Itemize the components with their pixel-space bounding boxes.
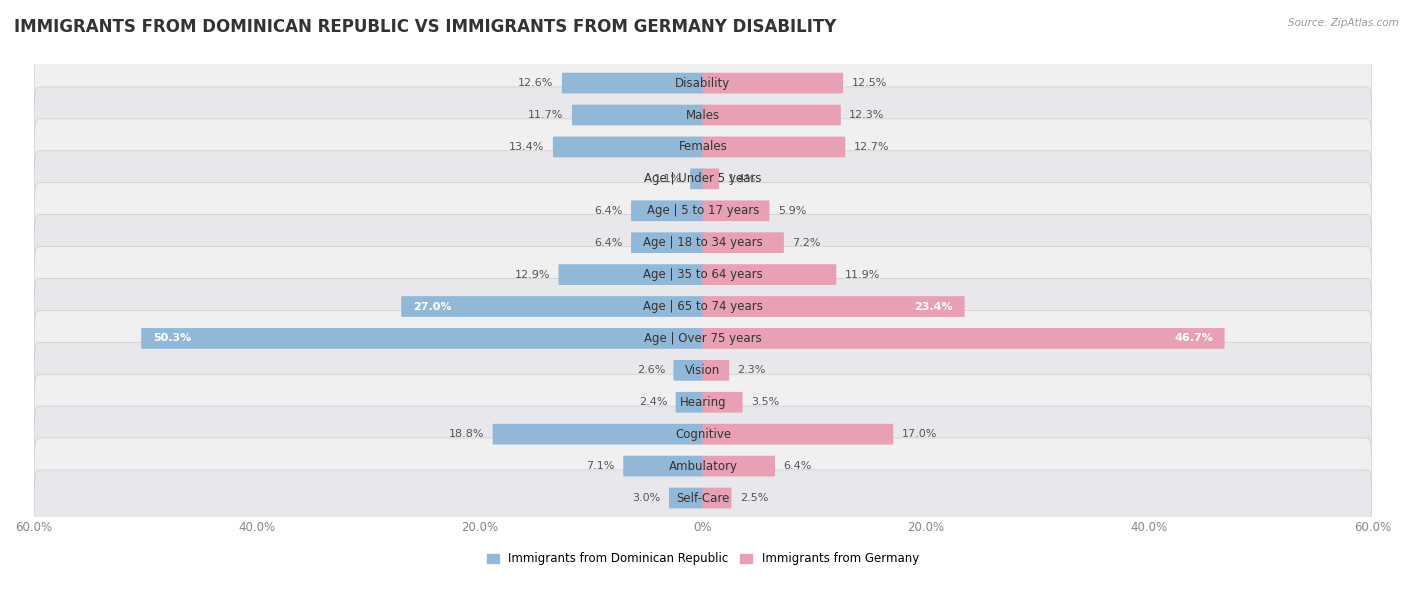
Text: 1.1%: 1.1% (654, 174, 682, 184)
FancyBboxPatch shape (401, 296, 703, 317)
FancyBboxPatch shape (35, 342, 1371, 398)
FancyBboxPatch shape (562, 73, 703, 94)
FancyBboxPatch shape (673, 360, 703, 381)
FancyBboxPatch shape (572, 105, 703, 125)
Text: 11.9%: 11.9% (845, 270, 880, 280)
Text: IMMIGRANTS FROM DOMINICAN REPUBLIC VS IMMIGRANTS FROM GERMANY DISABILITY: IMMIGRANTS FROM DOMINICAN REPUBLIC VS IM… (14, 18, 837, 36)
FancyBboxPatch shape (703, 296, 965, 317)
Text: 3.0%: 3.0% (633, 493, 661, 503)
FancyBboxPatch shape (676, 392, 703, 412)
Text: Age | 5 to 17 years: Age | 5 to 17 years (647, 204, 759, 217)
FancyBboxPatch shape (703, 328, 1225, 349)
Text: 2.4%: 2.4% (638, 397, 668, 407)
Text: Age | 35 to 64 years: Age | 35 to 64 years (643, 268, 763, 281)
FancyBboxPatch shape (669, 488, 703, 509)
FancyBboxPatch shape (141, 328, 703, 349)
FancyBboxPatch shape (35, 55, 1371, 111)
Text: Vision: Vision (685, 364, 721, 377)
FancyBboxPatch shape (35, 183, 1371, 239)
Text: Females: Females (679, 140, 727, 154)
Legend: Immigrants from Dominican Republic, Immigrants from Germany: Immigrants from Dominican Republic, Immi… (482, 548, 924, 570)
FancyBboxPatch shape (703, 105, 841, 125)
FancyBboxPatch shape (623, 456, 703, 477)
Text: Disability: Disability (675, 76, 731, 89)
FancyBboxPatch shape (492, 424, 703, 444)
Text: 12.6%: 12.6% (519, 78, 554, 88)
FancyBboxPatch shape (703, 73, 844, 94)
FancyBboxPatch shape (703, 488, 731, 509)
Text: Age | Over 75 years: Age | Over 75 years (644, 332, 762, 345)
FancyBboxPatch shape (703, 168, 720, 189)
FancyBboxPatch shape (703, 456, 775, 477)
FancyBboxPatch shape (703, 392, 742, 412)
FancyBboxPatch shape (35, 310, 1371, 367)
Text: 46.7%: 46.7% (1174, 334, 1213, 343)
FancyBboxPatch shape (631, 233, 703, 253)
FancyBboxPatch shape (703, 233, 785, 253)
Text: Cognitive: Cognitive (675, 428, 731, 441)
Text: 1.4%: 1.4% (727, 174, 756, 184)
Text: 2.3%: 2.3% (738, 365, 766, 375)
Text: 6.4%: 6.4% (783, 461, 811, 471)
Text: 27.0%: 27.0% (413, 302, 451, 312)
Text: 17.0%: 17.0% (901, 429, 936, 439)
Text: 12.9%: 12.9% (515, 270, 550, 280)
FancyBboxPatch shape (35, 247, 1371, 303)
Text: Age | 65 to 74 years: Age | 65 to 74 years (643, 300, 763, 313)
FancyBboxPatch shape (553, 136, 703, 157)
Text: Age | Under 5 years: Age | Under 5 years (644, 173, 762, 185)
Text: Age | 18 to 34 years: Age | 18 to 34 years (643, 236, 763, 249)
Text: 23.4%: 23.4% (914, 302, 953, 312)
FancyBboxPatch shape (35, 151, 1371, 207)
Text: 12.3%: 12.3% (849, 110, 884, 120)
Text: 2.5%: 2.5% (740, 493, 768, 503)
Text: 2.6%: 2.6% (637, 365, 665, 375)
Text: 3.5%: 3.5% (751, 397, 779, 407)
FancyBboxPatch shape (703, 136, 845, 157)
FancyBboxPatch shape (558, 264, 703, 285)
FancyBboxPatch shape (631, 200, 703, 221)
Text: Ambulatory: Ambulatory (668, 460, 738, 472)
Text: Source: ZipAtlas.com: Source: ZipAtlas.com (1288, 18, 1399, 28)
Text: Self-Care: Self-Care (676, 491, 730, 504)
Text: Males: Males (686, 108, 720, 122)
Text: 13.4%: 13.4% (509, 142, 544, 152)
FancyBboxPatch shape (35, 374, 1371, 430)
FancyBboxPatch shape (703, 424, 893, 444)
FancyBboxPatch shape (35, 119, 1371, 175)
Text: 6.4%: 6.4% (595, 206, 623, 216)
Text: 12.5%: 12.5% (852, 78, 887, 88)
Text: 7.1%: 7.1% (586, 461, 614, 471)
Text: 11.7%: 11.7% (529, 110, 564, 120)
FancyBboxPatch shape (703, 200, 769, 221)
Text: 6.4%: 6.4% (595, 237, 623, 248)
Text: 7.2%: 7.2% (792, 237, 821, 248)
Text: 18.8%: 18.8% (449, 429, 484, 439)
Text: 5.9%: 5.9% (778, 206, 806, 216)
Text: 50.3%: 50.3% (153, 334, 191, 343)
Text: 12.7%: 12.7% (853, 142, 889, 152)
FancyBboxPatch shape (35, 438, 1371, 494)
Text: Hearing: Hearing (679, 396, 727, 409)
FancyBboxPatch shape (35, 215, 1371, 271)
FancyBboxPatch shape (35, 87, 1371, 143)
FancyBboxPatch shape (703, 264, 837, 285)
FancyBboxPatch shape (35, 278, 1371, 335)
FancyBboxPatch shape (35, 470, 1371, 526)
FancyBboxPatch shape (690, 168, 703, 189)
FancyBboxPatch shape (703, 360, 730, 381)
FancyBboxPatch shape (35, 406, 1371, 462)
